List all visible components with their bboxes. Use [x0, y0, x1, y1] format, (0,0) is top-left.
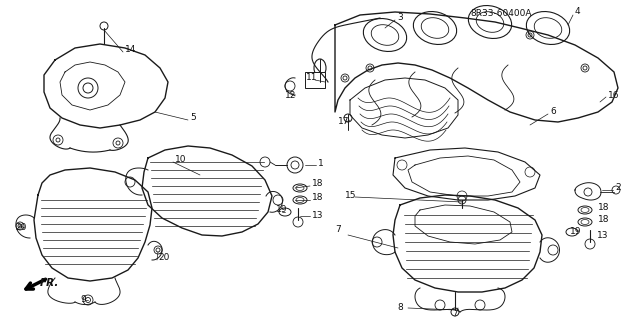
Text: 9: 9 [80, 295, 86, 305]
Text: 15: 15 [345, 190, 356, 199]
Circle shape [285, 81, 295, 91]
Text: 13: 13 [597, 231, 609, 240]
Text: 18: 18 [312, 180, 323, 189]
Text: 12: 12 [285, 91, 296, 100]
Text: 14: 14 [125, 46, 136, 55]
Text: 10: 10 [175, 155, 186, 165]
Text: 2: 2 [615, 183, 621, 192]
Text: 18: 18 [312, 194, 323, 203]
Text: 3: 3 [397, 13, 403, 23]
Text: 18: 18 [598, 203, 609, 211]
Text: 13: 13 [312, 211, 323, 219]
Text: 6: 6 [550, 108, 556, 116]
Text: 16: 16 [608, 91, 620, 100]
Text: 8: 8 [397, 303, 403, 313]
Text: 11: 11 [306, 73, 317, 83]
Text: 19: 19 [570, 227, 582, 236]
Text: 4: 4 [575, 8, 580, 17]
Text: 5: 5 [190, 114, 196, 122]
Text: 20: 20 [158, 254, 170, 263]
Text: 18: 18 [598, 216, 609, 225]
Text: FR.: FR. [40, 278, 60, 288]
Text: 1: 1 [318, 159, 324, 167]
Text: 17: 17 [338, 117, 349, 127]
Text: 8R33-60400A: 8R33-60400A [470, 10, 531, 19]
Polygon shape [305, 72, 325, 88]
Text: 19: 19 [276, 205, 287, 214]
Text: 20: 20 [15, 224, 26, 233]
Text: 7: 7 [335, 226, 340, 234]
